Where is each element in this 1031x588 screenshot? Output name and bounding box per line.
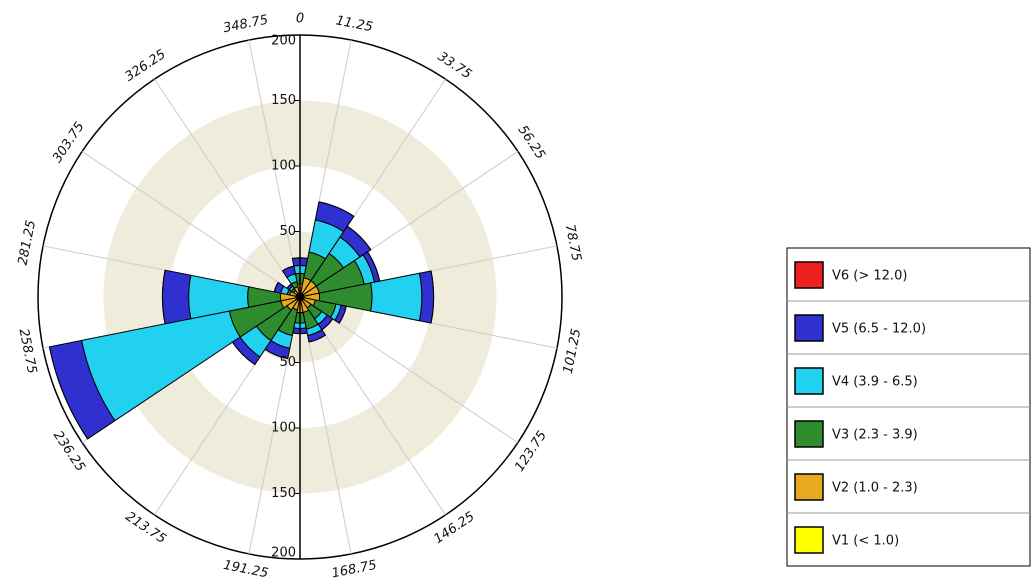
angle-label: 0 xyxy=(296,12,304,27)
legend-label: V2 (1.0 - 2.3) xyxy=(832,481,918,496)
bar-segment xyxy=(48,346,89,440)
legend-swatch xyxy=(794,367,824,395)
angle-label: 191.25 xyxy=(222,558,270,582)
angle-label: 123.75 xyxy=(512,428,550,474)
legend-swatch xyxy=(794,473,824,501)
angle-label: 258.75 xyxy=(16,327,40,375)
angle-label: 236.25 xyxy=(50,428,88,474)
bar-segment xyxy=(161,269,192,325)
legend-label: V6 (> 12.0) xyxy=(832,269,907,284)
angle-label: 281.25 xyxy=(16,219,40,267)
grid-line xyxy=(248,39,301,298)
angle-label: 33.75 xyxy=(435,49,474,82)
r-tick-label: 100 xyxy=(271,159,296,174)
legend-label: V3 (2.3 - 3.9) xyxy=(832,428,918,443)
legend-label: V4 (3.9 - 6.5) xyxy=(832,375,918,390)
angle-label: 101.25 xyxy=(561,327,585,375)
angle-label: 348.75 xyxy=(222,13,270,37)
r-tick-label: 50 xyxy=(279,355,296,370)
angle-label: 78.75 xyxy=(562,223,584,262)
bar-segment xyxy=(273,282,279,293)
r-tick-label: 200 xyxy=(271,34,296,49)
r-tick-label: 200 xyxy=(271,546,296,561)
angle-label: 326.25 xyxy=(122,47,168,85)
bar-segment xyxy=(308,334,326,343)
r-tick-label: 50 xyxy=(279,224,296,239)
legend-swatch xyxy=(794,261,824,289)
bar-segment xyxy=(418,270,435,324)
grid-line xyxy=(81,151,301,298)
legend-swatch xyxy=(794,314,824,342)
r-tick-label: 150 xyxy=(271,93,296,108)
legend-swatch xyxy=(794,526,824,554)
angle-label: 56.25 xyxy=(515,123,548,162)
bar-segment xyxy=(318,201,355,217)
legend-swatch xyxy=(794,420,824,448)
angle-label: 303.75 xyxy=(50,119,88,165)
angle-label: 168.75 xyxy=(330,558,378,582)
legend-label: V5 (6.5 - 12.0) xyxy=(832,322,926,337)
r-tick-label: 150 xyxy=(271,486,296,501)
legend-label: V1 (< 1.0) xyxy=(832,534,899,549)
bar-segment xyxy=(430,270,435,324)
band xyxy=(103,100,497,494)
angle-label: 146.25 xyxy=(431,509,477,547)
center-marker xyxy=(295,292,305,302)
bar-segment xyxy=(282,265,294,272)
angle-label: 213.75 xyxy=(122,509,168,547)
angle-label: 11.25 xyxy=(335,13,374,35)
grid-line xyxy=(154,78,301,298)
r-tick-label: 100 xyxy=(271,421,296,436)
